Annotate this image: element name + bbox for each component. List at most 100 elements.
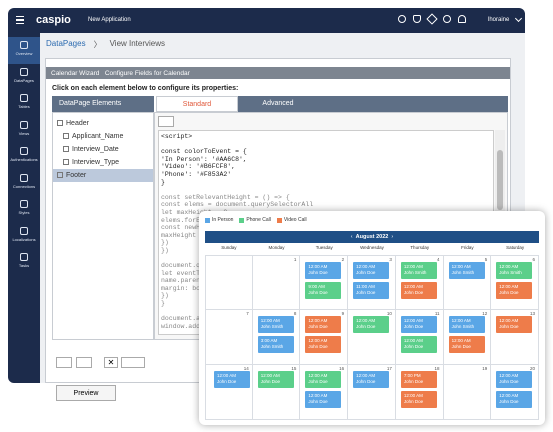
app-name[interactable]: New Application xyxy=(88,17,131,23)
event[interactable]: 12:00 AM John Doe xyxy=(400,316,437,333)
next-month[interactable]: › xyxy=(391,234,394,240)
day-cell[interactable]: 11 12:00 AM John Doe 12:00 AM John Doe xyxy=(395,310,444,365)
tab-standard[interactable]: Standard xyxy=(156,96,238,112)
event[interactable]: 12:00 AM John Doe xyxy=(353,262,390,279)
event-name: John Doe xyxy=(403,290,424,295)
brand[interactable]: caspio xyxy=(36,14,71,26)
event[interactable]: 12:00 AM John Doe xyxy=(305,336,342,353)
event-name: John Doe xyxy=(308,399,328,404)
code-line xyxy=(161,141,491,149)
tools-icon[interactable] xyxy=(426,13,438,25)
event[interactable]: 12:00 AM John Doe xyxy=(257,371,294,388)
day-cell[interactable]: 12 12:00 AM John Smith 12:00 AM John Doe xyxy=(443,310,492,365)
sidebar-item[interactable]: Tasks xyxy=(8,249,40,276)
event[interactable]: 12:00 AM John Doe xyxy=(448,336,485,353)
date-number: 2 xyxy=(341,257,345,262)
event[interactable]: 11:00 AM John Doe xyxy=(353,282,390,299)
user-caret[interactable] xyxy=(514,14,523,23)
day-cell[interactable]: 8 12:00 AM John Smith 3:00 AM John Smith xyxy=(252,310,301,365)
event[interactable]: 9:00 AM John Doe xyxy=(305,282,342,299)
event-time: 12:00 AM xyxy=(308,264,328,269)
event[interactable]: 12:00 AM John Smith xyxy=(448,316,485,333)
event[interactable]: 12:00 AM John Doe xyxy=(496,371,533,388)
sidebar-item[interactable]: DataPages xyxy=(8,64,40,91)
event[interactable]: 12:00 AM John Smith xyxy=(496,262,533,279)
sidebar-label: Connections xyxy=(12,183,36,189)
bell-icon[interactable] xyxy=(458,15,466,23)
event[interactable]: 12:00 AM John Doe xyxy=(400,282,437,299)
event[interactable]: 12:00 AM John Doe xyxy=(305,371,342,388)
event[interactable]: 12:00 AM John Doe xyxy=(305,262,342,279)
tree-item[interactable]: Header xyxy=(53,117,153,130)
day-cell[interactable]: 14 12:00 AM John Doe xyxy=(205,365,253,420)
event[interactable]: 12:00 AM John Doe xyxy=(305,316,342,333)
search-icon[interactable] xyxy=(398,15,406,23)
tree-label: Footer xyxy=(66,172,87,179)
preview-button[interactable]: Preview xyxy=(56,385,116,401)
day-cell[interactable]: 16 12:00 AM John Doe 12:00 AM John Doe xyxy=(300,365,349,420)
day-cell[interactable] xyxy=(205,255,253,310)
event[interactable]: 12:00 AM John Doe xyxy=(400,336,437,353)
event[interactable]: 12:00 AM John Doe xyxy=(305,391,342,408)
event[interactable]: 12:00 AM John Doe xyxy=(353,371,390,388)
shield-icon[interactable] xyxy=(413,15,421,23)
move-down[interactable] xyxy=(76,357,92,368)
date-number: 14 xyxy=(243,366,249,371)
sidebar-item[interactable]: Connections xyxy=(8,170,40,197)
event[interactable]: 12:00 AM John Doe xyxy=(400,391,437,408)
event[interactable]: 12:00 AM John Doe xyxy=(496,316,533,333)
day-cell[interactable]: 20 12:00 AM John Doe 12:00 AM John Doe xyxy=(491,365,539,420)
tab-advanced[interactable]: Advanced xyxy=(238,96,318,112)
day-cell[interactable]: 18 7:00 PM John Doe 12:00 AM John Doe xyxy=(395,365,444,420)
breadcrumb-link[interactable]: DataPages xyxy=(46,39,86,48)
tree-item[interactable]: Interview_Date xyxy=(53,143,153,156)
day-cell[interactable]: 9 12:00 AM John Doe 12:00 AM John Doe xyxy=(300,310,349,365)
day-cell[interactable]: 13 12:00 AM John Doe xyxy=(491,310,539,365)
day-name: Saturday xyxy=(506,245,525,250)
tree-icon xyxy=(57,172,63,178)
sidebar-item[interactable]: Authentications xyxy=(8,143,40,170)
move-up[interactable] xyxy=(56,357,72,368)
day-name: Sunday xyxy=(221,245,237,250)
legend-swatch xyxy=(205,217,210,223)
day-cell[interactable]: 15 12:00 AM John Doe xyxy=(252,365,301,420)
insert-button[interactable] xyxy=(158,116,174,127)
legend-label: In Person xyxy=(212,217,234,223)
sidebar-item[interactable]: Tables xyxy=(8,90,40,117)
day-cell[interactable]: 17 12:00 AM John Doe xyxy=(348,365,396,420)
sidebar-item[interactable]: Styles xyxy=(8,196,40,223)
day-cell[interactable]: 7 xyxy=(205,310,253,365)
day-cell[interactable]: 1 xyxy=(252,255,301,310)
day-cell[interactable]: 2 12:00 AM John Doe 9:00 AM John Doe xyxy=(300,255,349,310)
day-cell[interactable]: 10 12:00 AM John Doe xyxy=(348,310,396,365)
day-cell[interactable]: 3 12:00 AM John Doe 11:00 AM John Doe xyxy=(348,255,396,310)
event[interactable]: 12:00 AM John Smith xyxy=(448,262,485,279)
event-name: John Doe xyxy=(356,270,376,275)
event[interactable]: 12:00 AM John Doe xyxy=(353,316,390,333)
tree-item[interactable]: Interview_Type xyxy=(53,156,153,169)
event[interactable]: 12:00 AM John Doe xyxy=(496,282,533,299)
event[interactable]: 12:00 AM John Doe xyxy=(214,371,250,388)
sidebar-item[interactable]: Overview xyxy=(8,37,40,64)
sidebar-item[interactable]: Views xyxy=(8,117,40,144)
sidebar-label: Localizations xyxy=(12,236,36,242)
tree-item[interactable]: Applicant_Name xyxy=(53,130,153,143)
menu-icon[interactable] xyxy=(16,16,24,24)
day-cell[interactable]: 4 12:00 AM John Smith 12:00 AM John Doe xyxy=(395,255,444,310)
prev-month[interactable]: ‹ xyxy=(350,234,353,240)
delete-button[interactable]: ✕ xyxy=(104,357,118,368)
help-icon[interactable] xyxy=(443,15,451,23)
day-cell[interactable]: 19 xyxy=(443,365,492,420)
event[interactable]: 12:00 AM John Smith xyxy=(400,262,437,279)
day-cell[interactable]: 5 12:00 AM John Smith xyxy=(443,255,492,310)
calendar-grid: Sunday Monday Tuesday Wednesday Thursday Frid… xyxy=(205,243,539,425)
event[interactable]: 12:00 AM John Smith xyxy=(257,316,294,333)
event[interactable]: 7:00 PM John Doe xyxy=(400,371,437,388)
event[interactable]: 12:00 AM John Doe xyxy=(496,391,533,408)
day-cell[interactable]: 6 12:00 AM John Smith 12:00 AM John Doe xyxy=(491,255,539,310)
event[interactable]: 3:00 AM John Smith xyxy=(257,336,294,353)
user-name[interactable]: lhoraine xyxy=(488,17,510,23)
insert-menu[interactable] xyxy=(121,357,145,368)
sidebar-item[interactable]: Localizations xyxy=(8,223,40,250)
tree-item[interactable]: Footer xyxy=(53,169,153,182)
